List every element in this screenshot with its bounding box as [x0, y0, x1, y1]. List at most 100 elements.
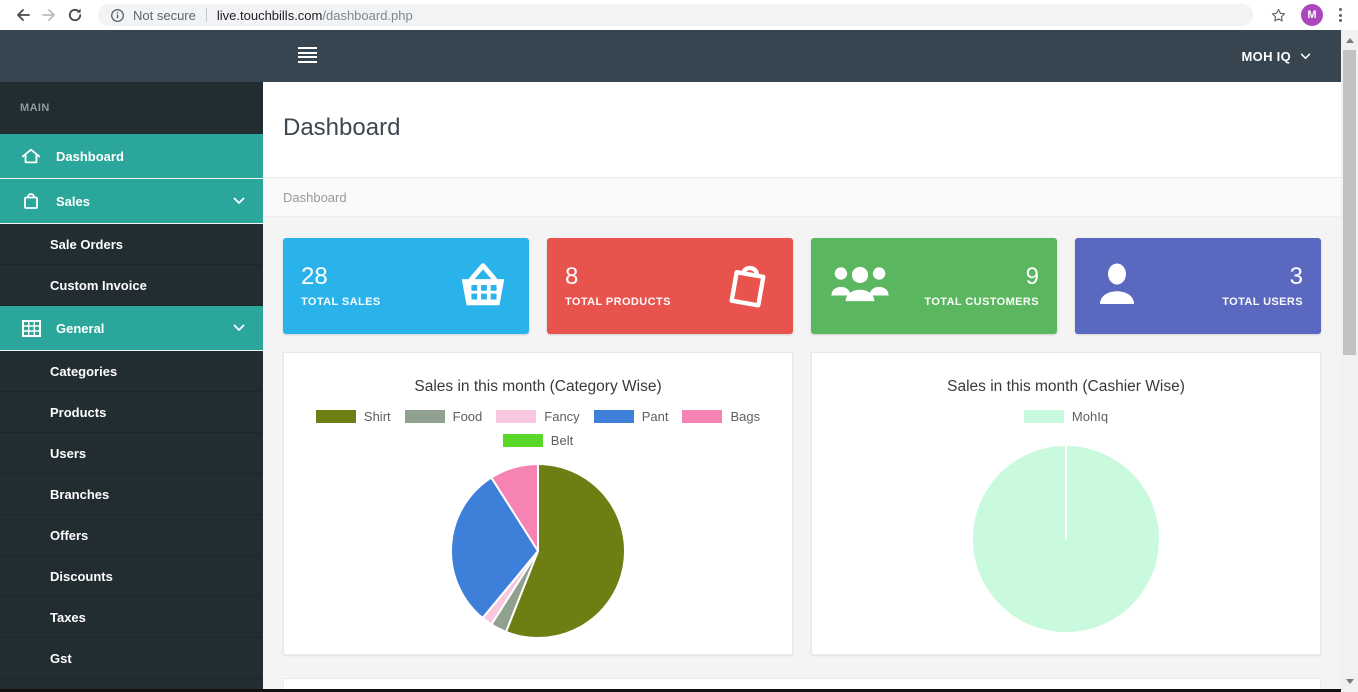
pie-svg — [450, 463, 626, 639]
scrollbar-down-arrow[interactable] — [1341, 673, 1358, 690]
legend-label: Pant — [641, 409, 669, 424]
legend-swatch — [502, 434, 543, 447]
stat-card-total-customers: 9 TOTAL CUSTOMERS — [811, 238, 1057, 334]
legend-swatch — [682, 410, 723, 423]
sidebar-item-custom-invoice[interactable]: Custom Invoice — [0, 265, 263, 306]
sidebar-item-label: Taxes — [50, 609, 86, 625]
stat-label: TOTAL CUSTOMERS — [924, 296, 1039, 308]
sidebar-item-label: Products — [50, 404, 107, 420]
sidebar-item-label: Sale Orders — [50, 236, 123, 252]
chart-title: Sales in this month (Category Wise) — [414, 378, 662, 395]
legend-label: Belt — [550, 433, 574, 448]
sidebar-item-sale-orders[interactable]: Sale Orders — [0, 224, 263, 265]
stat-value: 3 — [1289, 263, 1303, 290]
sidebar-toggle-button[interactable] — [298, 47, 317, 63]
people-group-icon — [829, 263, 891, 310]
legend-label: Food — [452, 409, 483, 424]
address-bar[interactable]: Not secure live.touchbills.com/dashboard… — [98, 4, 1253, 26]
shopping-basket-icon — [455, 261, 511, 312]
legend-item: Fancy — [496, 409, 580, 424]
pie-svg — [971, 444, 1161, 634]
browser-back-button[interactable] — [10, 2, 36, 28]
breadcrumb-item: Dashboard — [283, 189, 347, 205]
sidebar-item-general[interactable]: General — [0, 306, 263, 351]
legend-item: MohIq — [1023, 409, 1108, 424]
legend-item: Food — [404, 409, 483, 424]
dashboard-content: 28 TOTAL SALES 8 TOTAL PRODUCTS — [263, 217, 1341, 692]
star-icon — [1271, 8, 1285, 21]
grid-icon — [20, 319, 42, 337]
stat-value: 28 — [301, 263, 328, 290]
sidebar-item-label: Categories — [50, 363, 118, 379]
sidebar-item-discounts[interactable]: Discounts — [0, 556, 263, 597]
screen-bottom-edge — [0, 689, 1341, 692]
sidebar-item-label: Dashboard — [56, 148, 124, 164]
legend-swatch — [404, 410, 445, 423]
url-host: live.touchbills.com — [216, 7, 323, 23]
avatar-letter: M — [1307, 9, 1317, 21]
chart-card-cashier-wise: Sales in this month (Cashier Wise) MohIq — [811, 352, 1321, 655]
chart-legend: Shirt Food Fancy Pant Bags Belt — [299, 409, 777, 448]
next-card-partial — [283, 678, 1321, 692]
legend-label: Shirt — [363, 409, 391, 424]
app-window: MOH IQ MAIN Dashboard Sales Sale Orders … — [0, 30, 1341, 692]
breadcrumb: Dashboard — [263, 177, 1341, 217]
sidebar-item-sales[interactable]: Sales — [0, 179, 263, 224]
legend-item: Shirt — [315, 409, 391, 424]
sidebar-item-offers[interactable]: Offers — [0, 515, 263, 556]
sidebar-item-taxes[interactable]: Taxes — [0, 597, 263, 638]
bag-icon — [20, 192, 42, 210]
sidebar: MAIN Dashboard Sales Sale Orders Custom … — [0, 82, 263, 692]
refresh-icon — [68, 8, 82, 22]
bookmark-star-button[interactable] — [1265, 2, 1291, 28]
stat-value: 8 — [565, 263, 579, 290]
sidebar-item-label: Branches — [50, 486, 110, 502]
sidebar-section-label: MAIN — [20, 102, 50, 114]
sidebar-item-branches[interactable]: Branches — [0, 474, 263, 515]
pie-slice-mohiq — [971, 444, 1161, 634]
pie-chart-category-wise — [449, 448, 627, 654]
sidebar-item-users[interactable]: Users — [0, 433, 263, 474]
sidebar-item-label: Gst — [50, 650, 72, 666]
back-arrow-icon — [17, 9, 30, 21]
pie-slice-pant — [450, 476, 539, 620]
stat-label: TOTAL PRODUCTS — [565, 296, 671, 308]
page-header: Dashboard — [263, 82, 1341, 177]
sidebar-item-products[interactable]: Products — [0, 392, 263, 433]
sidebar-item-dashboard[interactable]: Dashboard — [0, 134, 263, 179]
sidebar-item-gst[interactable]: Gst — [0, 638, 263, 679]
pie-chart-cashier-wise — [970, 424, 1162, 654]
forward-arrow-icon — [42, 9, 55, 21]
chart-card-category-wise: Sales in this month (Category Wise) Shir… — [283, 352, 793, 655]
stats-row: 28 TOTAL SALES 8 TOTAL PRODUCTS — [283, 238, 1321, 334]
chevron-down-icon — [233, 324, 245, 331]
chevron-down-icon — [1300, 53, 1311, 59]
sidebar-item-categories[interactable]: Categories — [0, 351, 263, 392]
browser-refresh-button[interactable] — [62, 2, 88, 28]
sidebar-item-label: Discounts — [50, 568, 113, 584]
browser-menu-button[interactable] — [1333, 4, 1348, 26]
legend-swatch — [315, 410, 356, 423]
scrollbar-thumb[interactable] — [1343, 50, 1356, 355]
page-scrollbar[interactable] — [1341, 30, 1358, 692]
scrollbar-up-arrow[interactable] — [1341, 32, 1358, 49]
browser-forward-button[interactable] — [36, 2, 62, 28]
user-menu[interactable]: MOH IQ — [1242, 30, 1311, 82]
chevron-down-icon — [233, 197, 245, 204]
top-navbar: MOH IQ — [0, 30, 1341, 82]
sidebar-item-label: Sales — [56, 193, 90, 209]
legend-item: Pant — [593, 409, 669, 424]
main-content: Dashboard Dashboard 28 TOTAL SALES — [263, 82, 1341, 692]
info-icon — [111, 8, 124, 22]
security-label: Not secure — [133, 7, 196, 23]
browser-profile-avatar[interactable]: M — [1301, 4, 1323, 26]
shopping-bag-icon — [721, 257, 775, 316]
legend-item: Bags — [682, 409, 760, 424]
sidebar-item-label: Users — [50, 445, 87, 461]
sidebar-item-label: Custom Invoice — [50, 277, 147, 293]
stat-value: 9 — [1025, 263, 1039, 290]
legend-swatch — [1023, 410, 1064, 423]
stat-card-total-users: 3 TOTAL USERS — [1075, 238, 1321, 334]
user-menu-label: MOH IQ — [1241, 48, 1291, 64]
